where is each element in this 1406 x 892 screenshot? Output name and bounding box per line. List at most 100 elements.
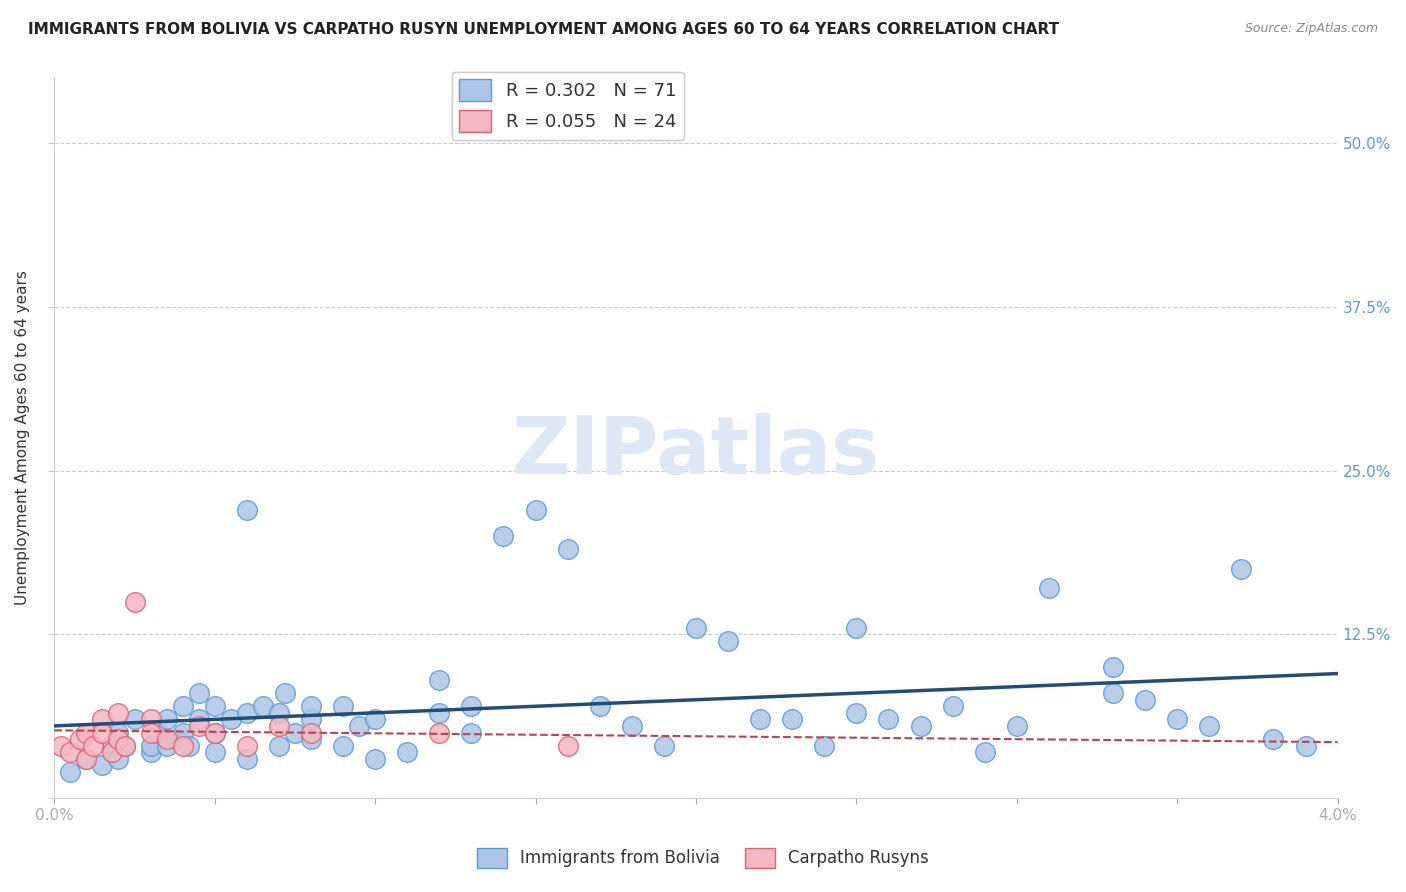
Point	[877, 713, 900, 727]
Point	[332, 699, 354, 714]
Point	[165, 732, 187, 747]
Point	[1198, 719, 1220, 733]
Point	[236, 739, 259, 753]
Point	[717, 633, 740, 648]
Point	[177, 739, 200, 753]
Point	[75, 752, 97, 766]
Point	[364, 752, 387, 766]
Point	[146, 725, 169, 739]
Point	[332, 739, 354, 753]
Point	[101, 739, 124, 753]
Point	[780, 713, 803, 727]
Point	[299, 725, 322, 739]
Point	[910, 719, 932, 733]
Text: Source: ZipAtlas.com: Source: ZipAtlas.com	[1244, 22, 1378, 36]
Point	[139, 713, 162, 727]
Point	[82, 739, 104, 753]
Point	[59, 764, 82, 779]
Point	[1230, 562, 1253, 576]
Point	[1038, 582, 1060, 596]
Point	[124, 594, 146, 608]
Point	[1102, 686, 1125, 700]
Point	[299, 732, 322, 747]
Text: ZIPatlas: ZIPatlas	[512, 413, 880, 491]
Point	[1166, 713, 1188, 727]
Point	[299, 713, 322, 727]
Point	[620, 719, 643, 733]
Legend: Immigrants from Bolivia, Carpatho Rusyns: Immigrants from Bolivia, Carpatho Rusyns	[470, 841, 936, 875]
Point	[1295, 739, 1317, 753]
Point	[69, 732, 91, 747]
Point	[139, 745, 162, 759]
Point	[172, 739, 194, 753]
Point	[236, 503, 259, 517]
Point	[114, 739, 136, 753]
Point	[91, 725, 114, 739]
Point	[427, 673, 450, 687]
Point	[59, 745, 82, 759]
Point	[107, 725, 129, 739]
Point	[49, 739, 72, 753]
Point	[267, 739, 290, 753]
Point	[187, 686, 209, 700]
Text: IMMIGRANTS FROM BOLIVIA VS CARPATHO RUSYN UNEMPLOYMENT AMONG AGES 60 TO 64 YEARS: IMMIGRANTS FROM BOLIVIA VS CARPATHO RUSY…	[28, 22, 1059, 37]
Point	[155, 713, 177, 727]
Point	[1263, 732, 1285, 747]
Point	[204, 725, 226, 739]
Point	[236, 706, 259, 720]
Point	[236, 752, 259, 766]
Point	[139, 725, 162, 739]
Point	[396, 745, 419, 759]
Point	[685, 621, 707, 635]
Point	[492, 529, 515, 543]
Point	[172, 699, 194, 714]
Point	[204, 699, 226, 714]
Point	[267, 719, 290, 733]
Point	[91, 758, 114, 772]
Point	[652, 739, 675, 753]
Point	[589, 699, 612, 714]
Point	[973, 745, 995, 759]
Point	[427, 725, 450, 739]
Point	[427, 706, 450, 720]
Point	[942, 699, 965, 714]
Point	[139, 739, 162, 753]
Point	[91, 713, 114, 727]
Point	[187, 719, 209, 733]
Point	[204, 725, 226, 739]
Point	[1133, 693, 1156, 707]
Point	[155, 732, 177, 747]
Point	[364, 713, 387, 727]
Point	[101, 745, 124, 759]
Point	[1102, 660, 1125, 674]
Point	[460, 725, 482, 739]
Point	[252, 699, 274, 714]
Point	[299, 699, 322, 714]
Point	[460, 699, 482, 714]
Point	[284, 725, 307, 739]
Point	[204, 745, 226, 759]
Point	[219, 713, 242, 727]
Point	[557, 542, 579, 557]
Point	[107, 752, 129, 766]
Point	[75, 725, 97, 739]
Point	[124, 713, 146, 727]
Point	[267, 706, 290, 720]
Point	[75, 752, 97, 766]
Point	[749, 713, 772, 727]
Point	[813, 739, 835, 753]
Point	[187, 713, 209, 727]
Point	[155, 739, 177, 753]
Point	[845, 706, 868, 720]
Point	[347, 719, 370, 733]
Point	[524, 503, 547, 517]
Y-axis label: Unemployment Among Ages 60 to 64 years: Unemployment Among Ages 60 to 64 years	[15, 270, 30, 605]
Point	[107, 732, 129, 747]
Point	[172, 725, 194, 739]
Point	[845, 621, 868, 635]
Point	[1005, 719, 1028, 733]
Point	[274, 686, 297, 700]
Legend: R = 0.302   N = 71, R = 0.055   N = 24: R = 0.302 N = 71, R = 0.055 N = 24	[451, 72, 683, 139]
Point	[114, 739, 136, 753]
Point	[557, 739, 579, 753]
